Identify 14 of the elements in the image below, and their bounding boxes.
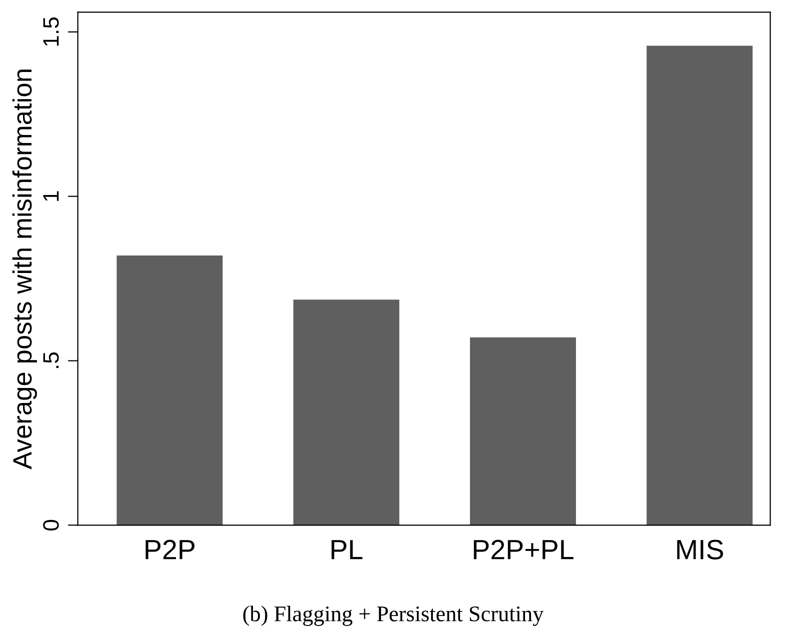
- y-tick-label: 1.5: [43, 17, 59, 46]
- x-tick-label: PL: [332, 540, 362, 560]
- bar: [646, 46, 753, 526]
- x-tick-label: P2P+PL: [474, 540, 574, 560]
- bar: [293, 300, 400, 526]
- x-tick-label: P2P: [146, 540, 194, 560]
- text: (b) Flagging + Persistent Scrutiny: [243, 606, 544, 626]
- y-tick-label: 0: [43, 520, 59, 530]
- bar: [470, 337, 576, 526]
- y-axis-title: Average posts with misinformation: [12, 70, 37, 470]
- y-tick-label: .5: [43, 352, 59, 368]
- x-tick-label: MIS: [677, 540, 724, 560]
- bar: [116, 256, 223, 526]
- y-tick-label: 1: [43, 191, 59, 201]
